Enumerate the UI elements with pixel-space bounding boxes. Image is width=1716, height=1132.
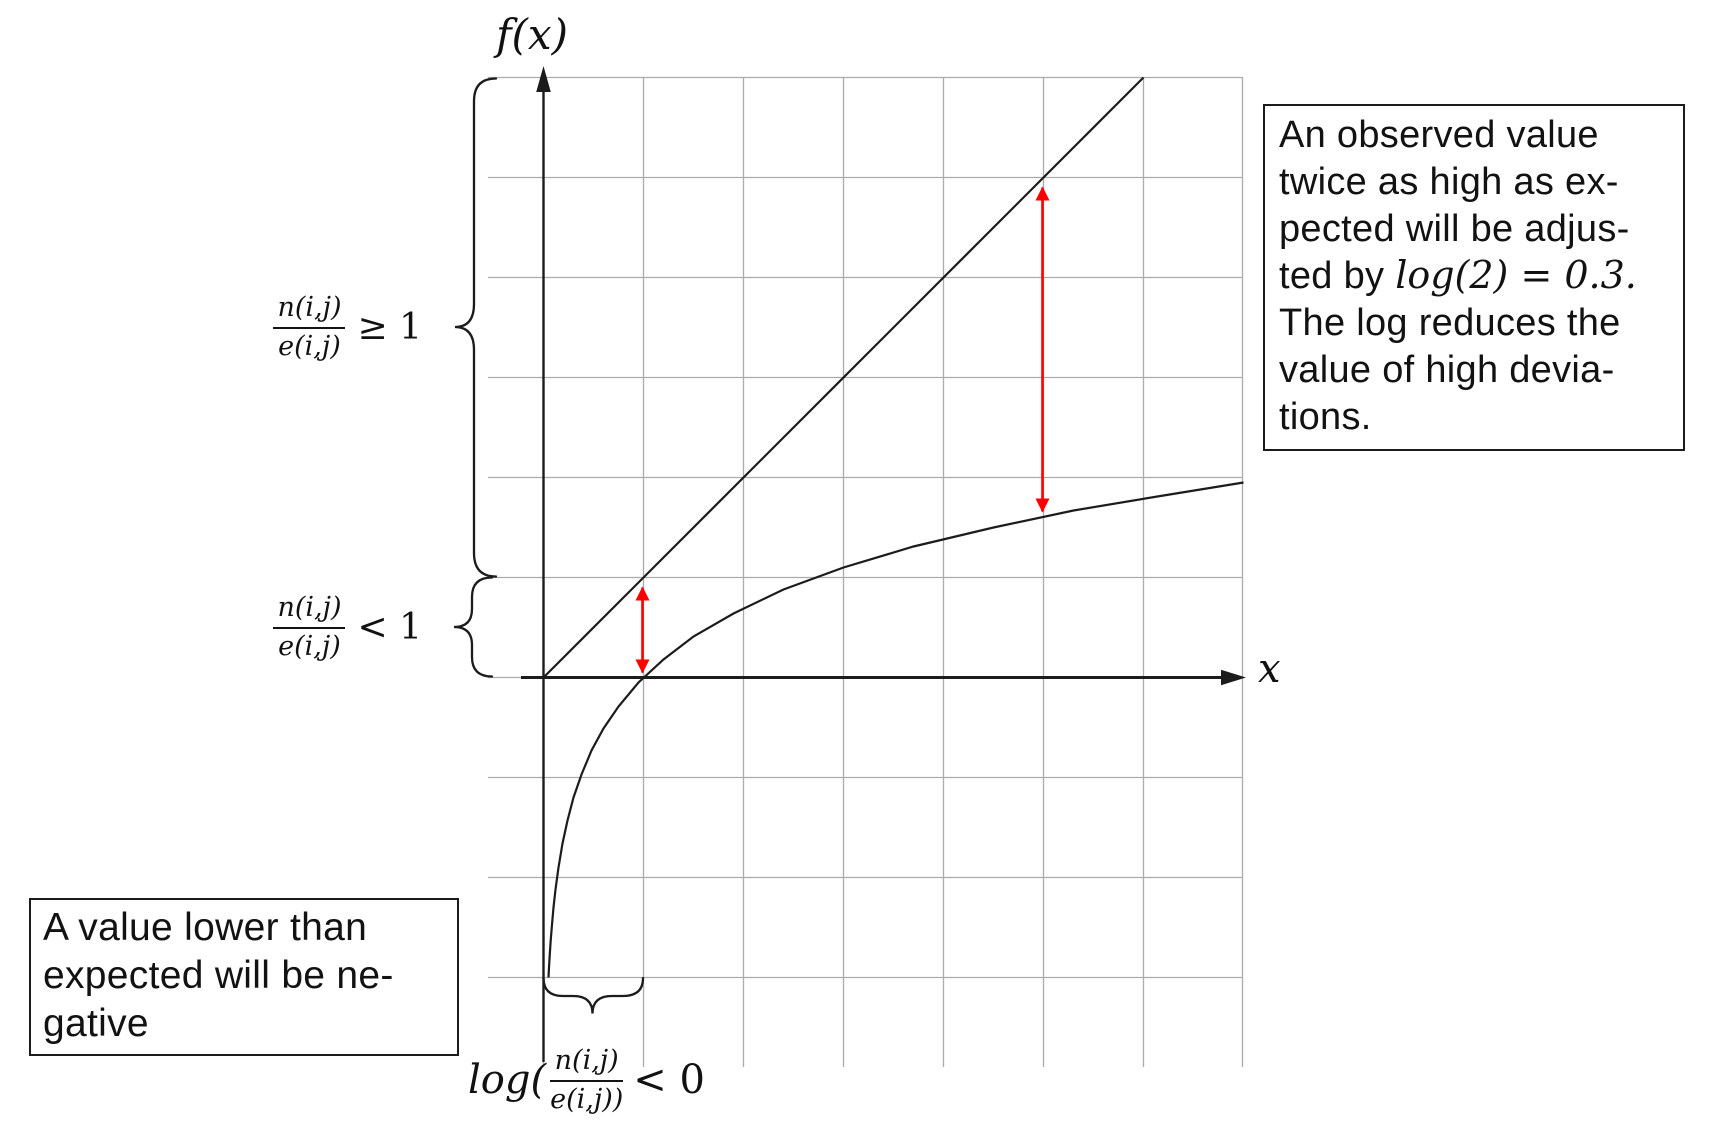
note-line-text: ted by	[1279, 255, 1396, 297]
note-box-negative-values: A value lower than expected will be ne- …	[29, 898, 459, 1056]
y-axis-label: f(x)	[496, 10, 569, 59]
brace-ratio-ge-one	[454, 77, 498, 578]
note-line: gative	[43, 1002, 149, 1045]
ratio-lt-one-fraction: n(i,j) e(i,j)	[273, 592, 346, 663]
fraction-numerator: n(i,j)	[550, 1045, 624, 1082]
note-box-log-adjustment: An observed value twice as high as ex- p…	[1263, 104, 1685, 451]
x-axis-label: x	[1258, 646, 1281, 692]
ratio-ge-one-fraction: n(i,j) e(i,j)	[273, 292, 346, 363]
note-line: A value lower than	[43, 906, 368, 949]
fraction-denominator: e(i,j)	[278, 330, 341, 362]
relation-text: ≥ 1	[357, 306, 422, 348]
fraction-numerator: n(i,j)	[273, 292, 346, 329]
log-fraction: n(i,j) e(i,j))	[550, 1045, 624, 1116]
brace-ratio-lt-one	[453, 576, 494, 678]
note-line: value of high devia-	[1279, 349, 1615, 391]
note-line: An observed value	[1279, 114, 1599, 156]
log-negative-label: log( n(i,j) e(i,j)) < 0	[468, 1040, 705, 1120]
note-line-math: log(2) = 0.3.	[1395, 253, 1637, 297]
fraction-denominator: e(i,j)	[278, 630, 341, 662]
note-line: ted by log(2) = 0.3.	[1279, 253, 1669, 300]
note-line: The log reduces the	[1279, 302, 1621, 344]
brace-log-negative	[542, 976, 645, 1014]
function-curves	[542, 76, 1244, 978]
ratio-ge-one-label: n(i,j) e(i,j) ≥ 1	[230, 286, 422, 368]
braces	[453, 77, 645, 1014]
note-line: expected will be ne-	[43, 954, 394, 997]
note-line: tions.	[1279, 396, 1372, 438]
log-prefix: log(	[468, 1057, 547, 1103]
note-line: pected will be adjus-	[1279, 208, 1630, 250]
curve-log-function	[547, 481, 1244, 978]
relation-text: < 0	[633, 1057, 705, 1103]
x-axis-arrowhead	[1221, 669, 1246, 686]
y-axis-arrowhead	[536, 66, 551, 92]
relation-text: < 1	[357, 606, 422, 648]
fraction-denominator: e(i,j))	[550, 1083, 624, 1115]
fraction-numerator: n(i,j)	[273, 592, 346, 629]
grid	[488, 76, 1244, 1067]
axes	[521, 66, 1246, 1062]
note-line: twice as high as ex-	[1279, 161, 1619, 203]
ratio-lt-one-label: n(i,j) e(i,j) < 1	[230, 586, 422, 668]
curve-identity-line	[542, 76, 1145, 679]
deviation-arrows	[635, 186, 1050, 674]
